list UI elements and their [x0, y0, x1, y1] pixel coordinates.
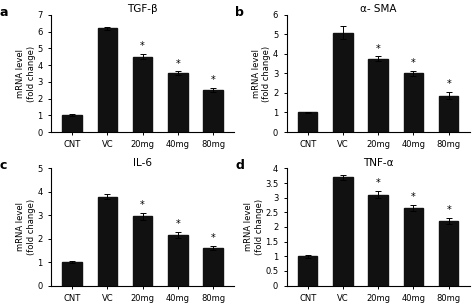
- Text: *: *: [175, 59, 180, 68]
- Bar: [333, 33, 353, 132]
- Bar: [203, 248, 223, 286]
- Title: α- SMA: α- SMA: [360, 4, 396, 14]
- Text: *: *: [411, 58, 416, 68]
- Bar: [168, 235, 188, 286]
- Y-axis label: mRNA level
(fold change): mRNA level (fold change): [17, 199, 36, 255]
- Bar: [133, 216, 152, 286]
- Text: *: *: [211, 233, 216, 243]
- Bar: [63, 262, 82, 286]
- Text: *: *: [376, 44, 381, 54]
- Bar: [98, 28, 117, 132]
- Bar: [404, 208, 423, 286]
- Bar: [439, 221, 458, 286]
- Text: d: d: [235, 159, 244, 172]
- Y-axis label: mRNA level
(fold change): mRNA level (fold change): [244, 199, 264, 255]
- Text: c: c: [0, 159, 7, 172]
- Bar: [203, 90, 223, 132]
- Text: *: *: [376, 178, 381, 188]
- Bar: [298, 112, 318, 132]
- Bar: [168, 73, 188, 132]
- Bar: [333, 177, 353, 286]
- Bar: [368, 195, 388, 286]
- Text: b: b: [235, 6, 244, 19]
- Text: *: *: [411, 192, 416, 202]
- Bar: [98, 196, 117, 286]
- Title: TNF-α: TNF-α: [363, 158, 393, 168]
- Bar: [298, 256, 318, 286]
- Text: a: a: [0, 6, 8, 19]
- Bar: [133, 57, 152, 132]
- Title: IL-6: IL-6: [133, 158, 152, 168]
- Text: *: *: [211, 75, 216, 85]
- Y-axis label: mRNA level
(fold change): mRNA level (fold change): [252, 45, 272, 102]
- Bar: [63, 115, 82, 132]
- Y-axis label: mRNA level
(fold change): mRNA level (fold change): [17, 45, 36, 102]
- Text: *: *: [447, 205, 451, 215]
- Text: *: *: [447, 80, 451, 89]
- Bar: [439, 96, 458, 132]
- Text: *: *: [140, 41, 145, 51]
- Bar: [368, 59, 388, 132]
- Title: TGF-β: TGF-β: [127, 4, 158, 14]
- Text: *: *: [175, 220, 180, 229]
- Text: *: *: [140, 200, 145, 210]
- Bar: [404, 73, 423, 132]
